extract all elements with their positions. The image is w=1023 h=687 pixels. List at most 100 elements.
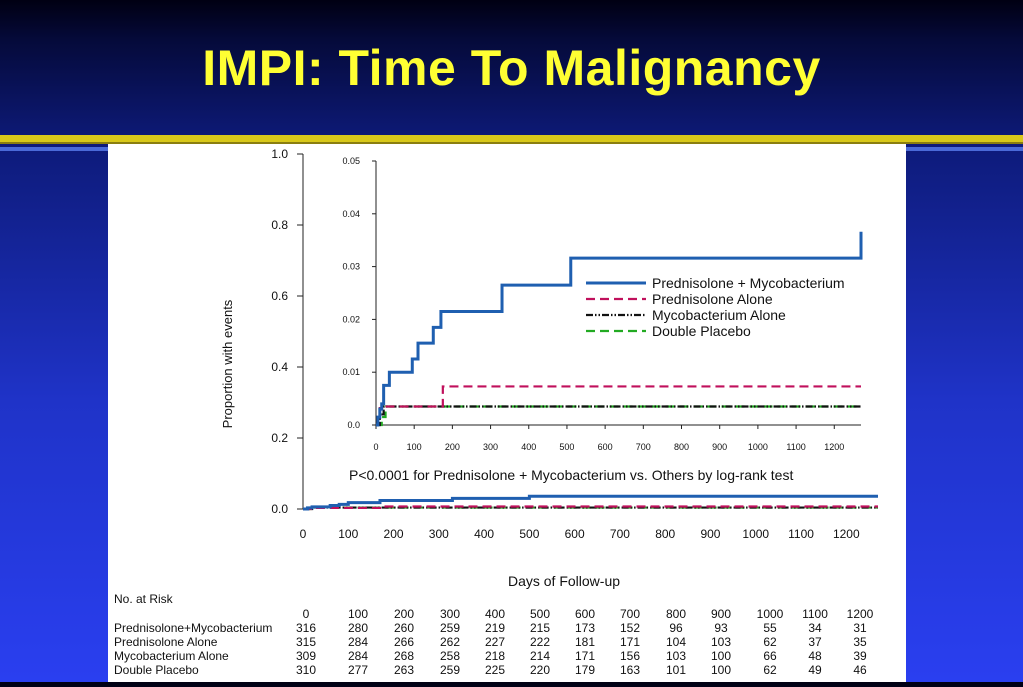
at-risk-cell: 55	[763, 621, 777, 635]
at-risk-cell: 163	[620, 663, 640, 677]
main-x-tick-label: 1100	[788, 527, 814, 541]
inset-x-tick-label: 800	[674, 442, 689, 452]
at-risk-cell: 309	[296, 649, 316, 663]
inset-x-tick-label: 1200	[824, 442, 844, 452]
title-rule	[0, 135, 1023, 142]
at-risk-cell: 266	[394, 635, 414, 649]
inset-x-tick-label: 500	[559, 442, 574, 452]
legend-entry: Prednisolone + Mycobacterium	[652, 275, 845, 291]
main-y-tick-label: 0.6	[271, 289, 288, 303]
at-risk-cell: 218	[485, 649, 505, 663]
at-risk-cell: 220	[530, 663, 550, 677]
at-risk-cell: 215	[530, 621, 550, 635]
at-risk-row-label: Prednisolone+Mycobacterium	[114, 621, 272, 635]
inset-y-tick-label: 0.02	[342, 314, 360, 324]
at-risk-column-header: 300	[440, 607, 460, 621]
at-risk-cell: 66	[763, 649, 777, 663]
at-risk-cell: 104	[666, 635, 686, 649]
inset-y-tick-label: 0.0	[347, 420, 360, 430]
main-x-tick-label: 200	[384, 527, 404, 541]
main-x-tick-label: 300	[429, 527, 449, 541]
at-risk-column-header: 800	[666, 607, 686, 621]
at-risk-cell: 222	[530, 635, 550, 649]
at-risk-cell: 219	[485, 621, 505, 635]
inset-x-tick-label: 1100	[786, 442, 805, 452]
at-risk-cell: 171	[620, 635, 640, 649]
at-risk-cell: 284	[348, 635, 368, 649]
at-risk-column-header: 1100	[802, 607, 828, 621]
legend-entry: Double Placebo	[652, 323, 751, 339]
inset-series-line	[376, 405, 861, 427]
main-x-tick-label: 1200	[833, 527, 860, 541]
inset-x-tick-label: 300	[483, 442, 498, 452]
at-risk-cell: 315	[296, 635, 316, 649]
at-risk-cell: 39	[853, 649, 867, 663]
at-risk-cell: 103	[666, 649, 686, 663]
at-risk-cell: 171	[575, 649, 595, 663]
at-risk-cell: 225	[485, 663, 505, 677]
at-risk-title: No. at Risk	[114, 592, 174, 606]
legend: Prednisolone + MycobacteriumPrednisolone…	[586, 275, 845, 339]
inset-x-tick-label: 200	[445, 442, 460, 452]
at-risk-cell: 37	[808, 635, 822, 649]
at-risk-cell: 277	[348, 663, 368, 677]
at-risk-cell: 259	[440, 663, 460, 677]
at-risk-column-header: 400	[485, 607, 505, 621]
legend-entry: Prednisolone Alone	[652, 291, 773, 307]
at-risk-column-header: 0	[303, 607, 310, 621]
main-x-tick-label: 600	[565, 527, 585, 541]
at-risk-cell: 35	[853, 635, 867, 649]
at-risk-cell: 103	[711, 635, 731, 649]
chart-panel: 0.0 0.2 0.4 0.6 0.8 1.0 0 100 200 300 400 500 600 700…	[108, 144, 906, 682]
at-risk-cell: 262	[440, 635, 460, 649]
main-y-tick-label: 0.0	[271, 502, 288, 516]
main-x-tick-label: 700	[610, 527, 630, 541]
at-risk-column-header: 500	[530, 607, 550, 621]
at-risk-cell: 152	[620, 621, 640, 635]
main-x-tick-label: 0	[300, 527, 307, 541]
main-series	[303, 494, 878, 511]
inset-x-tick-label: 600	[598, 442, 613, 452]
at-risk-cell: 284	[348, 649, 368, 663]
inset-y-tick-label: 0.05	[342, 156, 360, 166]
inset-x-tick-label: 0	[373, 442, 378, 452]
at-risk-cell: 258	[440, 649, 460, 663]
at-risk-cell: 49	[808, 663, 822, 677]
at-risk-cell: 260	[394, 621, 414, 635]
at-risk-cell: 100	[711, 649, 731, 663]
y-axis-label: Proportion with events	[220, 299, 235, 428]
at-risk-row-label: Mycobacterium Alone	[114, 649, 229, 663]
at-risk-cell: 179	[575, 663, 595, 677]
main-axes: 0.0 0.2 0.4 0.6 0.8 1.0 0 100 200 300 400 500 600 700…	[271, 147, 860, 541]
main-x-tick-label: 900	[700, 527, 720, 541]
at-risk-table: No. at Risk 0 100 200 300 400 500 600 700 800 900…	[114, 592, 874, 677]
at-risk-cell: 62	[763, 635, 777, 649]
main-x-tick-label: 400	[474, 527, 494, 541]
inset-series-line	[376, 231, 863, 427]
main-y-tick-label: 0.2	[271, 431, 288, 445]
at-risk-column-header: 200	[394, 607, 414, 621]
at-risk-cell: 34	[808, 621, 822, 635]
at-risk-row-label: Double Placebo	[114, 663, 199, 677]
slide-title: IMPI: Time To Malignancy	[202, 40, 821, 96]
at-risk-cell: 316	[296, 621, 316, 635]
inset-axes: 0.0 0.01 0.02 0.03 0.04 0.05 0 100 200 300 400 500 6…	[342, 156, 861, 452]
inset-x-tick-label: 400	[521, 442, 536, 452]
inset-x-tick-label: 700	[636, 442, 651, 452]
at-risk-cell: 181	[575, 635, 595, 649]
at-risk-cell: 96	[669, 621, 683, 635]
at-risk-cell: 310	[296, 663, 316, 677]
at-risk-cell: 31	[853, 621, 867, 635]
main-x-tick-label: 500	[519, 527, 539, 541]
main-y-tick-label: 1.0	[271, 147, 288, 161]
at-risk-column-header: 1000	[757, 607, 784, 621]
main-x-tick-label: 800	[655, 527, 675, 541]
inset-series	[376, 231, 863, 427]
at-risk-cell: 101	[666, 663, 686, 677]
title-rule-shadow	[0, 142, 1023, 144]
inset-y-tick-label: 0.03	[342, 262, 360, 272]
inset-x-tick-label: 100	[407, 442, 422, 452]
at-risk-column-header: 700	[620, 607, 640, 621]
inset-x-tick-label: 1000	[748, 442, 768, 452]
x-axis-label: Days of Follow-up	[508, 573, 620, 589]
